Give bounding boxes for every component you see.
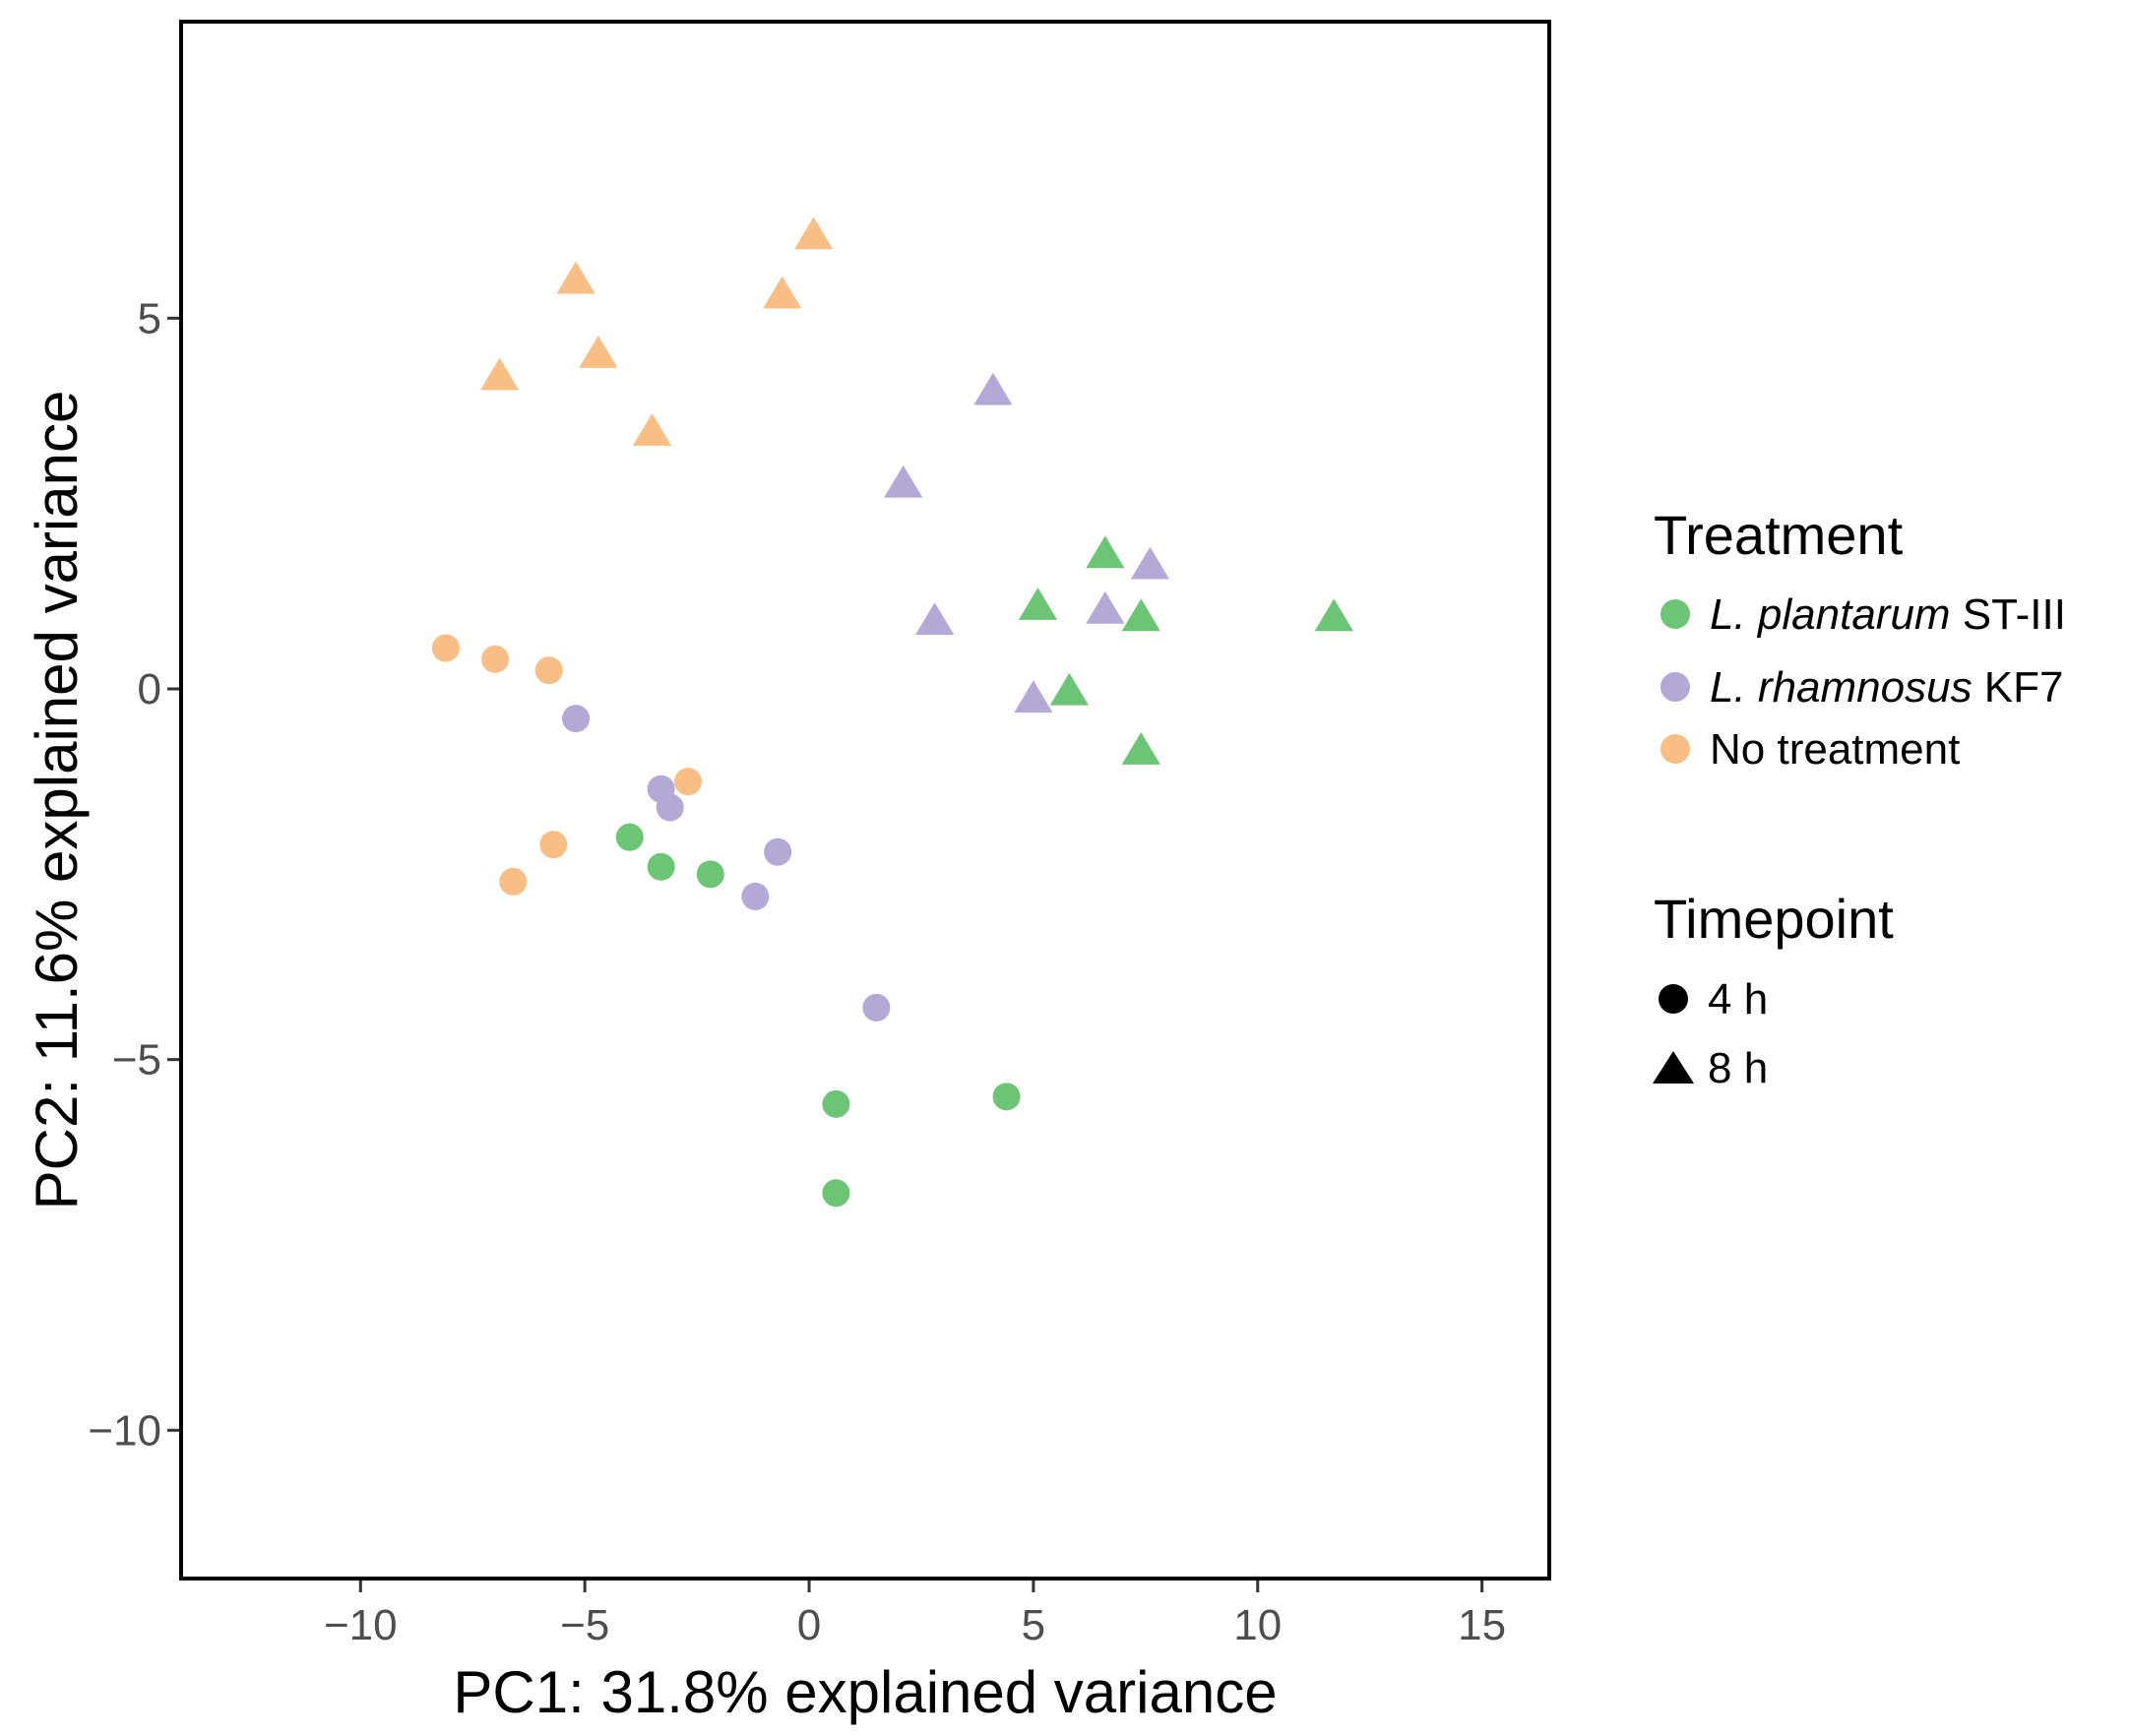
legend-item-rhamnosus: L. rhamnosus KF7 [1660, 663, 2064, 712]
point-rhamnosus-triangle [973, 372, 1013, 405]
point-none-triangle [579, 336, 618, 368]
point-rhamnosus-triangle [915, 602, 955, 635]
x-tick-label: 0 [797, 1601, 821, 1649]
legend-label-4h: 4 h [1708, 975, 1768, 1023]
x-tick-label: 10 [1233, 1601, 1282, 1649]
point-none-circle [673, 768, 702, 796]
point-rhamnosus-circle [562, 705, 591, 733]
point-rhamnosus-circle [862, 993, 891, 1022]
point-rhamnosus-triangle [1086, 590, 1125, 624]
y-tick-label: −10 [88, 1406, 161, 1455]
point-plantarum-triangle [1018, 588, 1058, 620]
legend-key-triangle [1653, 1051, 1694, 1084]
legend-label-8h: 8 h [1708, 1044, 1768, 1092]
point-rhamnosus-triangle [884, 465, 923, 498]
point-plantarum-triangle [1121, 732, 1160, 765]
x-tick-label: 5 [1022, 1601, 1045, 1649]
point-rhamnosus-circle [764, 837, 792, 866]
y-tick-label: 0 [138, 665, 161, 713]
x-axis: −10 −5 0 5 10 15 [324, 1581, 1506, 1649]
point-none-circle [499, 867, 528, 896]
x-tick-label: 15 [1458, 1601, 1506, 1649]
legend-key-plantarum [1660, 599, 1690, 629]
legend-treatment-title: Treatment [1654, 504, 1904, 566]
y-tick-label: −5 [112, 1036, 161, 1085]
legend-label-no-treatment: No treatment [1710, 725, 1960, 774]
point-none-circle [481, 645, 510, 673]
point-none-triangle [763, 276, 802, 309]
x-tick-label: −10 [324, 1601, 398, 1649]
point-plantarum-circle [615, 823, 644, 851]
point-rhamnosus-circle [656, 793, 684, 822]
legend: Treatment L. plantarum ST-III L. rhamnos… [1653, 504, 2066, 1092]
point-plantarum-circle [822, 1179, 850, 1208]
point-plantarum-circle [696, 860, 724, 889]
point-rhamnosus-circle [741, 882, 770, 910]
y-axis: 5 0 −5 −10 [88, 294, 179, 1455]
point-none-circle [534, 656, 563, 685]
point-none-circle [431, 634, 460, 662]
legend-item-8h: 8 h [1653, 1044, 1768, 1092]
point-plantarum-triangle [1086, 535, 1125, 569]
point-none-triangle [556, 261, 595, 294]
y-axis-title: PC2: 11.6% explained variance [24, 391, 90, 1210]
legend-key-circle [1659, 984, 1688, 1014]
point-none-triangle [793, 217, 834, 250]
point-plantarum-triangle [1121, 598, 1160, 632]
point-plantarum-triangle [1314, 598, 1353, 632]
point-rhamnosus-triangle [1014, 680, 1053, 713]
point-plantarum-circle [647, 852, 675, 881]
point-none-circle [539, 831, 568, 859]
legend-label-rhamnosus: L. rhamnosus KF7 [1710, 663, 2064, 712]
legend-label-plantarum: L. plantarum ST-III [1710, 590, 2066, 639]
data-points [431, 217, 1353, 1208]
x-tick-label: −5 [560, 1601, 609, 1649]
legend-item-4h: 4 h [1659, 975, 1768, 1023]
point-none-triangle [479, 357, 520, 391]
point-rhamnosus-triangle [1130, 546, 1169, 580]
point-plantarum-circle [992, 1083, 1021, 1111]
point-plantarum-circle [822, 1089, 850, 1118]
point-none-triangle [632, 413, 672, 446]
plot-panel-border [179, 20, 1551, 1581]
x-axis-title: PC1: 31.8% explained variance [453, 1659, 1277, 1725]
legend-key-no-treatment [1660, 734, 1690, 764]
legend-item-plantarum: L. plantarum ST-III [1660, 590, 2066, 639]
legend-key-rhamnosus [1660, 672, 1690, 702]
legend-timepoint-title: Timepoint [1654, 888, 1894, 950]
legend-item-no-treatment: No treatment [1660, 725, 1960, 774]
y-tick-label: 5 [138, 294, 161, 342]
point-plantarum-triangle [1049, 672, 1089, 706]
